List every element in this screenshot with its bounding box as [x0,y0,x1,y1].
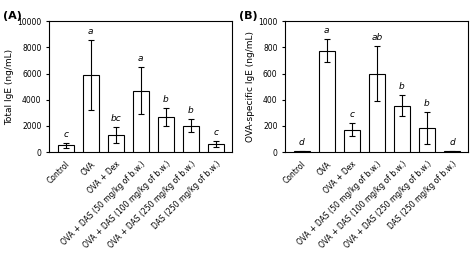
Bar [394,106,410,152]
Text: d: d [299,138,305,147]
Text: c: c [63,130,68,139]
Bar [183,126,199,152]
Bar [57,145,74,152]
Y-axis label: Total IgE (ng/mL): Total IgE (ng/mL) [6,49,15,125]
Text: (B): (B) [239,11,258,21]
Text: c: c [213,128,219,137]
Bar [293,151,310,152]
Text: b: b [188,106,194,115]
Text: ab: ab [371,33,383,42]
Text: b: b [399,82,405,91]
Text: a: a [88,27,93,36]
Text: c: c [349,110,354,119]
Text: a: a [138,54,144,63]
Text: b: b [163,95,169,104]
Bar [369,74,385,152]
Y-axis label: OVA-specific IgE (ng/mL): OVA-specific IgE (ng/mL) [246,31,255,142]
Bar [82,75,99,152]
Text: b: b [424,99,430,108]
Bar [158,117,174,152]
Bar [419,128,435,152]
Text: (A): (A) [3,11,22,21]
Text: a: a [324,26,329,35]
Bar [108,135,124,152]
Bar [319,51,335,152]
Bar [133,91,149,152]
Text: bc: bc [110,114,121,123]
Bar [444,151,460,152]
Bar [344,130,360,152]
Bar [208,144,224,152]
Text: d: d [449,138,455,147]
